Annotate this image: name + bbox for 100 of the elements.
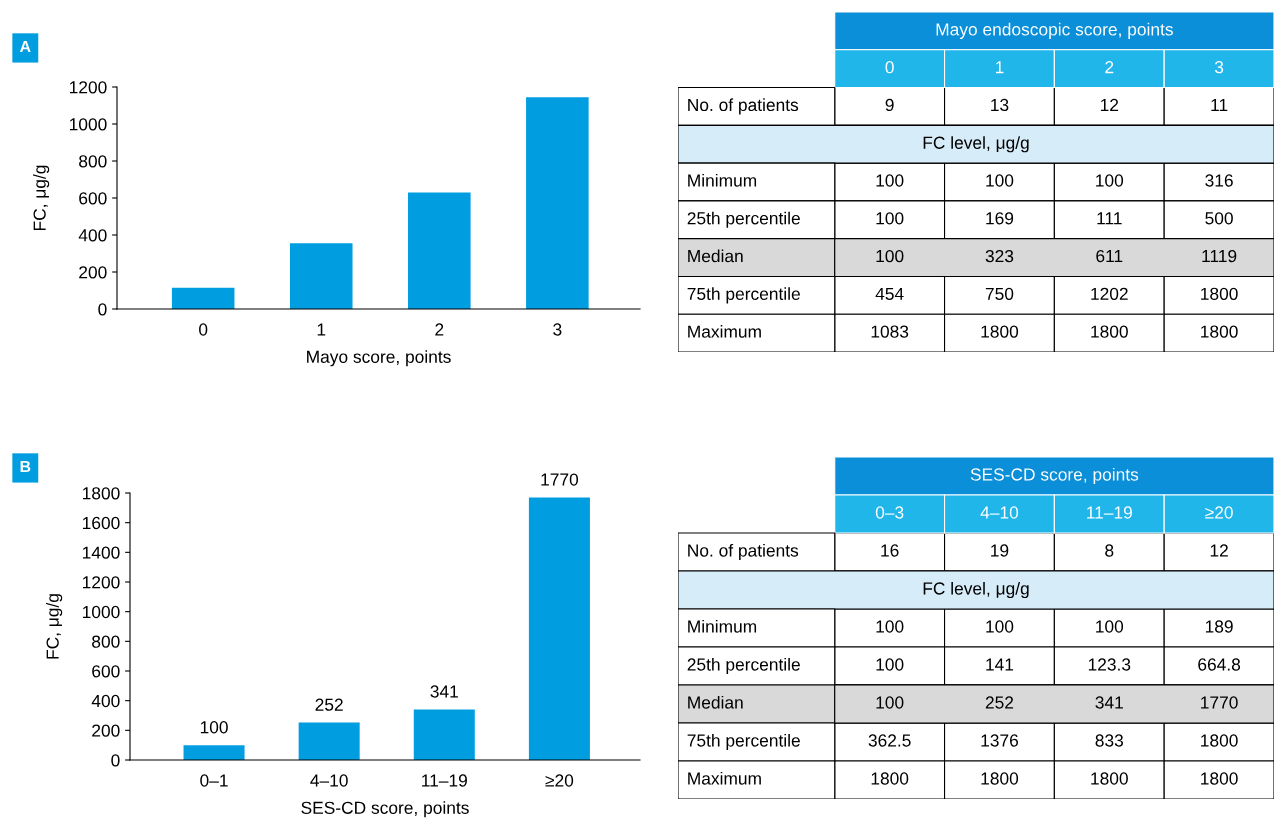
data-label: 11	[1211, 98, 1228, 111]
y-tick-label: No. of patients	[688, 543, 799, 561]
x-tick-label: 0	[199, 323, 208, 336]
data-label: 1800	[1201, 325, 1238, 338]
data-label: 100	[986, 620, 1014, 633]
data-label: 1376	[981, 734, 1019, 747]
x-tick-label: 4–10	[980, 506, 1019, 519]
data-label: 12	[1210, 544, 1228, 557]
x-tick-label: ≥20	[545, 774, 574, 787]
data-label: 123.3	[1088, 658, 1131, 671]
data-label: 1083	[871, 325, 909, 338]
annotation: FC level, μg/g	[923, 136, 1029, 153]
data-label: 1800	[1091, 325, 1128, 338]
data-label: 100	[200, 721, 228, 734]
y-tick-label: 600	[79, 192, 107, 205]
y-axis-title: FC, μg/g	[33, 165, 50, 231]
x-tick-label: 11–19	[422, 774, 467, 787]
y-tick-label: 1000	[69, 118, 107, 131]
x-tick-label: 3	[1214, 61, 1224, 74]
y-tick-label: 1200	[82, 576, 120, 589]
y-tick-label: 800	[79, 155, 107, 168]
x-tick-label: 0–3	[875, 506, 904, 519]
y-tick-label: 1400	[82, 546, 120, 559]
data-label: 16	[881, 544, 899, 557]
data-label: 141	[986, 658, 1014, 671]
data-label: 100	[876, 696, 904, 709]
x-tick-label: 3	[553, 323, 562, 336]
data-label: 1770	[541, 473, 579, 486]
data-label: 100	[876, 658, 904, 671]
y-tick-label: 1600	[82, 516, 120, 530]
y-tick-label: 1800	[82, 487, 120, 500]
data-label: 750	[985, 287, 1014, 300]
y-axis-title: FC, μg/g	[46, 594, 63, 659]
data-label: 100	[1096, 620, 1124, 633]
data-label: 189	[1205, 620, 1233, 633]
data-label: 1119	[1202, 249, 1237, 263]
x-tick-label: 4–10	[310, 774, 348, 787]
x-tick-label: 0	[885, 61, 894, 74]
data-label: 1800	[1201, 734, 1238, 747]
data-label: 100	[986, 174, 1014, 187]
x-axis-title: SES-CD score, points	[301, 801, 469, 818]
data-label: 362.5	[868, 734, 911, 747]
y-tick-label: 75th percentile	[687, 287, 800, 304]
x-tick-label: 2	[435, 323, 444, 336]
data-label: 8	[1105, 544, 1114, 557]
data-label: 833	[1095, 734, 1123, 747]
y-tick-label: Median	[688, 249, 743, 263]
x-tick-label: 1	[995, 61, 1004, 74]
y-tick-label: 25th percentile	[687, 657, 800, 675]
data-label: 341	[1095, 696, 1123, 709]
data-label: 252	[315, 698, 343, 711]
data-label: 9	[885, 98, 894, 112]
data-label: 100	[876, 249, 904, 263]
y-tick-label: 800	[92, 635, 120, 648]
data-label: 19	[991, 544, 1009, 557]
x-tick-label: 0–1	[200, 774, 228, 787]
y-tick-label: Minimum	[688, 173, 757, 187]
y-tick-label: 25th percentile	[687, 211, 800, 228]
x-tick-label: ≥20	[1205, 506, 1233, 519]
data-label: 1800	[1091, 772, 1128, 785]
y-tick-label: 200	[92, 724, 120, 737]
data-label: 500	[1205, 212, 1233, 225]
text: A	[19, 41, 31, 53]
x-tick-label: 11–19	[1087, 506, 1132, 519]
data-label: 13	[991, 98, 1009, 112]
data-label: 100	[876, 620, 904, 633]
y-tick-label: No. of patients	[688, 98, 799, 115]
x-axis-title: Mayo score, points	[307, 350, 451, 367]
text: B	[20, 461, 31, 473]
data-label: 664.8	[1198, 658, 1241, 671]
y-tick-label: 400	[78, 229, 107, 242]
y-tick-label: 600	[92, 665, 120, 678]
x-tick-label: 1	[317, 323, 326, 336]
data-label: 100	[1096, 174, 1124, 187]
chart-title: Mayo endoscopic score, points	[936, 22, 1173, 39]
y-tick-label: 400	[91, 694, 120, 708]
y-tick-label: 0	[111, 754, 120, 767]
x-tick-label: 2	[1105, 61, 1114, 74]
data-label: 1202	[1091, 287, 1128, 300]
data-label: 341	[430, 685, 458, 698]
data-label: 454	[875, 287, 904, 300]
y-tick-label: Maximum	[688, 325, 761, 338]
data-label: 12	[1100, 98, 1119, 111]
data-label: 1770	[1201, 696, 1238, 709]
y-tick-label: Median	[688, 695, 743, 709]
data-label: 100	[876, 174, 904, 187]
data-label: 1800	[981, 772, 1019, 785]
data-label: 316	[1205, 174, 1233, 187]
y-tick-label: Maximum	[688, 771, 761, 785]
data-label: 1800	[1201, 772, 1238, 785]
data-label: 252	[985, 696, 1014, 709]
y-tick-label: Minimum	[688, 619, 757, 633]
data-label: 323	[985, 249, 1014, 263]
data-label: 1800	[981, 325, 1019, 338]
y-tick-label: 75th percentile	[687, 733, 800, 751]
data-label: 1800	[1201, 287, 1238, 300]
data-label: 169	[986, 212, 1014, 225]
annotation: FC level, μg/g	[923, 581, 1029, 599]
y-tick-label: 200	[79, 266, 107, 279]
y-tick-label: 0	[98, 303, 107, 316]
